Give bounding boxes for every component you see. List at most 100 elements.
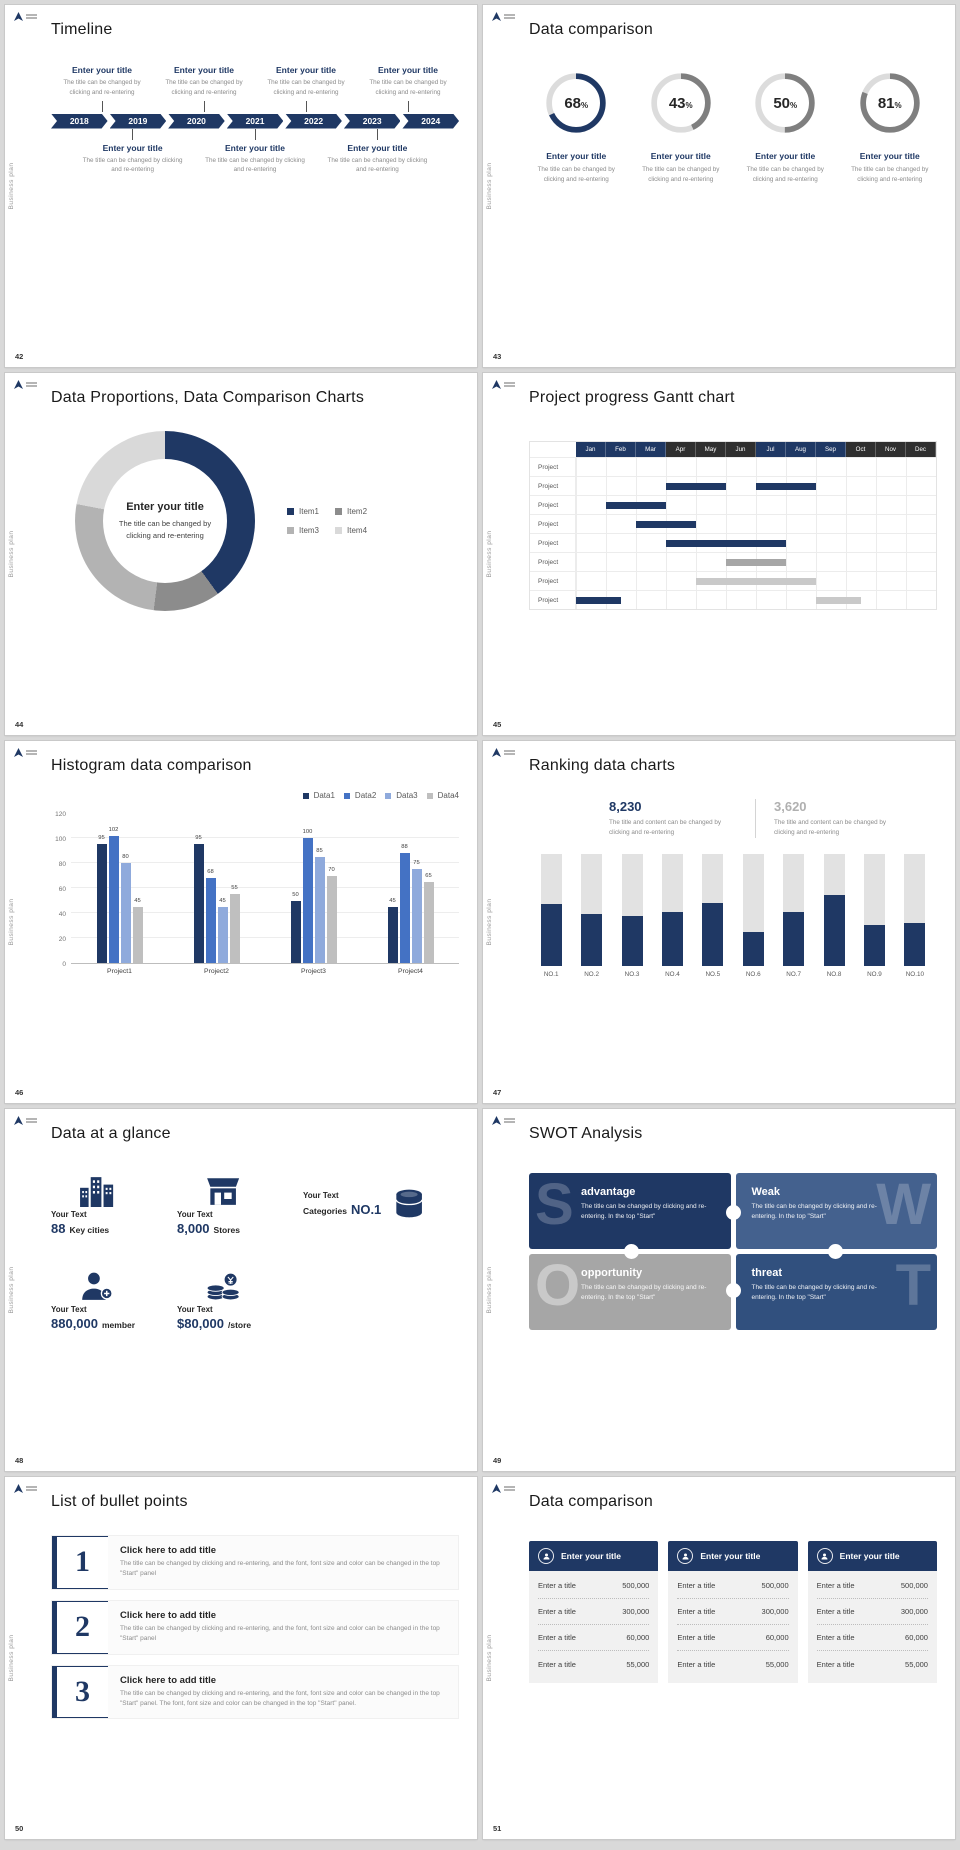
bullet-item[interactable]: 1 Click here to add title The title can … (51, 1535, 459, 1590)
legend-item[interactable]: Item3 (287, 526, 319, 535)
stat-item[interactable]: Your Text 8,000 Stores (177, 1171, 303, 1236)
ranking-bar[interactable] (540, 903, 562, 966)
swot-weakness[interactable]: W Weak The title can be changed by click… (735, 1173, 937, 1249)
timeline-year[interactable]: 2021 (227, 114, 284, 129)
timeline-year[interactable]: 2023 (344, 114, 401, 129)
slide-data-comparison-kpis[interactable]: Business plan 43 Data comparison 68% Ent… (483, 5, 955, 367)
donut-chart[interactable]: Enter your title The title can be change… (75, 431, 255, 611)
slide-gantt[interactable]: Business plan 45 Project progress Gantt … (483, 373, 955, 735)
stat-item[interactable]: Your Text Categories NO.1 (303, 1171, 459, 1236)
stat-primary[interactable]: 8,230 The title and content can be chang… (609, 799, 737, 838)
table-row[interactable]: Enter a title 300,000 (538, 1599, 650, 1625)
histogram-bar[interactable]: 50 (290, 892, 301, 963)
gantt-bar[interactable] (576, 597, 621, 604)
slide-data-comparison-tables[interactable]: Business plan 51 Data comparison Enter y… (483, 1477, 955, 1839)
timeline-year[interactable]: 2024 (402, 114, 459, 129)
timeline-item[interactable]: Enter your title The title can be change… (255, 65, 357, 112)
histogram-bar[interactable]: 68 (205, 869, 216, 963)
slide-histogram[interactable]: Business plan 46 Histogram data comparis… (5, 741, 477, 1103)
swot-opportunity[interactable]: O opportunity The title can be changed b… (529, 1254, 731, 1330)
timeline-item[interactable]: Enter your title The title can be change… (316, 128, 438, 176)
table-row[interactable]: Enter a title 55,000 (816, 1659, 928, 1669)
ranking-bar[interactable] (783, 911, 805, 966)
legend-item[interactable]: Item2 (335, 507, 367, 516)
ranking-bar[interactable] (661, 911, 683, 966)
kpi-donut[interactable]: 50% Enter your title The title can be ch… (738, 71, 833, 185)
timeline-item[interactable]: Enter your title The title can be change… (153, 65, 255, 112)
bullet-item[interactable]: 3 Click here to add title The title can … (51, 1664, 459, 1720)
gantt-bar[interactable] (726, 559, 786, 566)
kpi-donut[interactable]: 81% Enter your title The title can be ch… (843, 71, 938, 185)
timeline-item[interactable]: Enter your title The title can be change… (194, 128, 316, 176)
data-panel[interactable]: Enter your title Enter a title 500,000 En… (529, 1541, 659, 1683)
legend-item[interactable]: Item4 (335, 526, 367, 535)
table-row[interactable]: Enter a title 55,000 (677, 1659, 789, 1669)
histogram-bar[interactable]: 75 (411, 860, 422, 963)
gantt-bar[interactable] (666, 483, 726, 490)
gantt-bar[interactable] (756, 483, 816, 490)
stat-item[interactable]: Your Text $80,000/store (177, 1266, 303, 1331)
slide-data-glance[interactable]: Business plan 48 Data at a glance Your T… (5, 1109, 477, 1471)
ranking-bar[interactable] (581, 913, 603, 966)
gantt-bar[interactable] (606, 502, 666, 509)
timeline-year[interactable]: 2022 (285, 114, 342, 129)
slide-ranking[interactable]: Business plan 47 Ranking data charts 8,2… (483, 741, 955, 1103)
ranking-bar[interactable] (702, 902, 724, 966)
ranking-bar[interactable] (904, 922, 926, 966)
histogram-bar[interactable]: 45 (217, 898, 228, 963)
gantt-bar[interactable] (666, 540, 786, 547)
table-row[interactable]: Enter a title 500,000 (538, 1573, 650, 1599)
ranking-bar[interactable] (823, 894, 845, 966)
histogram-bar[interactable]: 85 (314, 848, 325, 963)
histogram-bar[interactable]: 45 (132, 898, 143, 963)
legend-item[interactable]: Data4 (426, 791, 459, 800)
data-panel[interactable]: Enter your title Enter a title 500,000 En… (668, 1541, 798, 1683)
table-row[interactable]: Enter a title 60,000 (677, 1625, 789, 1651)
bullet-item[interactable]: 2 Click here to add title The title can … (51, 1599, 459, 1655)
slide-data-proportions[interactable]: Business plan 44 Data Proportions, Data … (5, 373, 477, 735)
timeline-item[interactable]: Enter your title The title can be change… (71, 128, 193, 176)
slide-timeline[interactable]: Business plan 42 Timeline Enter your tit… (5, 5, 477, 367)
histogram-bar[interactable]: 55 (229, 885, 240, 963)
ranking-bar[interactable] (863, 925, 885, 966)
legend-item[interactable]: Data1 (302, 791, 335, 800)
table-row[interactable]: Enter a title 55,000 (538, 1659, 650, 1669)
histogram-bar[interactable]: 80 (120, 854, 131, 963)
histogram-bar[interactable]: 65 (423, 873, 434, 963)
ranking-bar[interactable] (742, 931, 764, 966)
swot-strength[interactable]: S advantage The title can be changed by … (529, 1173, 731, 1249)
histogram-bar[interactable]: 95 (193, 835, 204, 963)
timeline-item[interactable]: Enter your title The title can be change… (51, 65, 153, 112)
timeline-year[interactable]: 2020 (168, 114, 225, 129)
histogram-bar[interactable]: 70 (326, 867, 337, 963)
legend-item[interactable]: Data3 (385, 791, 418, 800)
kpi-donut[interactable]: 68% Enter your title The title can be ch… (529, 71, 624, 185)
gantt-bar[interactable] (696, 578, 816, 585)
stat-item[interactable]: Your Text 88 Key cities (51, 1171, 177, 1236)
table-row[interactable]: Enter a title 500,000 (816, 1573, 928, 1599)
gantt-bar[interactable] (636, 521, 696, 528)
histogram-bar[interactable]: 95 (96, 835, 107, 963)
stat-item[interactable]: Your Text 880,000 member (51, 1266, 177, 1331)
stat-secondary[interactable]: 3,620 The title and content can be chang… (774, 799, 902, 838)
data-panel[interactable]: Enter your title Enter a title 500,000 En… (807, 1541, 937, 1683)
legend-item[interactable]: Item1 (287, 507, 319, 516)
histogram-bar[interactable]: 88 (399, 844, 410, 963)
slide-swot[interactable]: Business plan 49 SWOT Analysis S advanta… (483, 1109, 955, 1471)
legend-item[interactable]: Data2 (343, 791, 376, 800)
swot-threat[interactable]: T threat The title can be changed by cli… (735, 1254, 937, 1330)
histogram-bar[interactable]: 45 (387, 898, 398, 963)
timeline-year[interactable]: 2018 (51, 114, 108, 129)
ranking-bar[interactable] (621, 916, 643, 966)
histogram-bar[interactable]: 102 (108, 827, 119, 963)
timeline-year[interactable]: 2019 (110, 114, 167, 129)
kpi-donut[interactable]: 43% Enter your title The title can be ch… (634, 71, 729, 185)
table-row[interactable]: Enter a title 60,000 (816, 1625, 928, 1651)
table-row[interactable]: Enter a title 500,000 (677, 1573, 789, 1599)
table-row[interactable]: Enter a title 300,000 (677, 1599, 789, 1625)
slide-bullet-list[interactable]: Business plan 50 List of bullet points 1… (5, 1477, 477, 1839)
histogram-bar[interactable]: 100 (302, 829, 313, 963)
table-row[interactable]: Enter a title 300,000 (816, 1599, 928, 1625)
table-row[interactable]: Enter a title 60,000 (538, 1625, 650, 1651)
gantt-bar[interactable] (816, 597, 861, 604)
